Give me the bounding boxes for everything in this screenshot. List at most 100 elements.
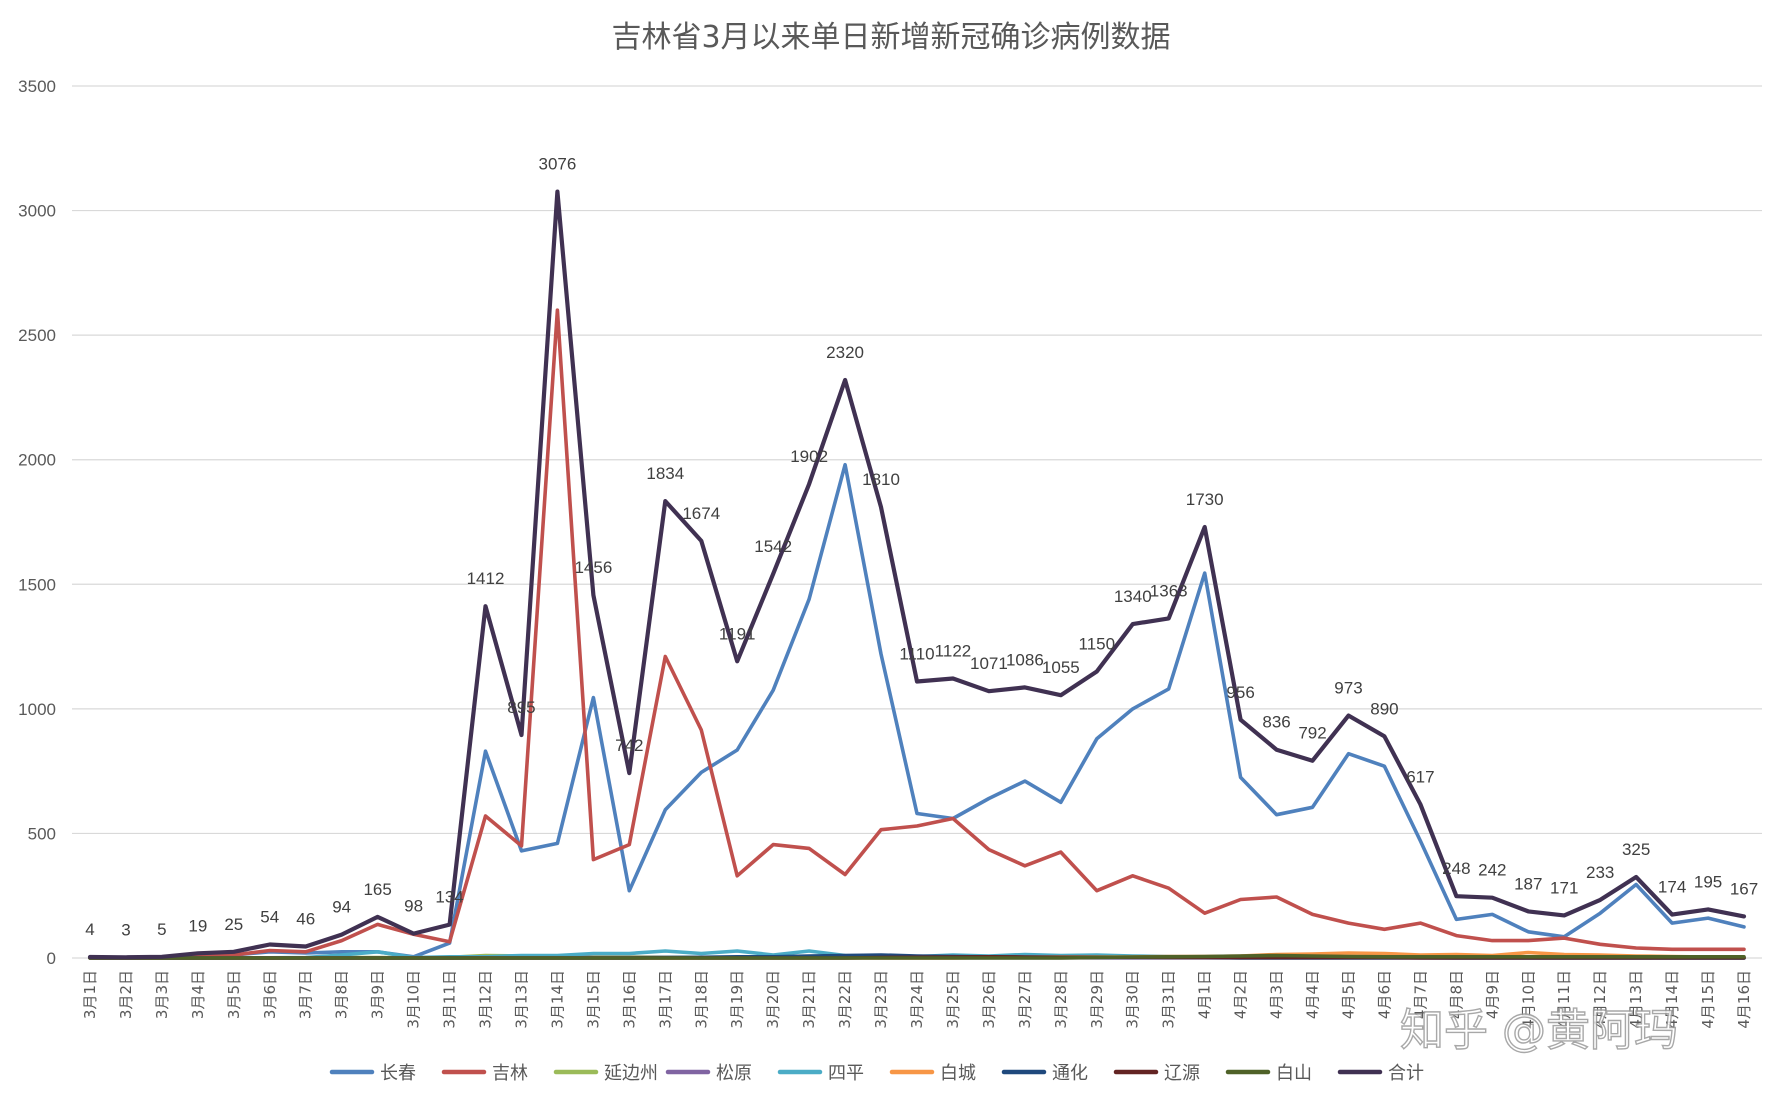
watermark: 知乎 @黄阿玛 bbox=[1400, 1005, 1678, 1056]
data-labels: 4 3 5 19 25 54 46 94 165 98 134 1412 895 3076 1456 742 1… bbox=[85, 155, 1758, 940]
series-line-9 bbox=[87, 189, 1747, 960]
data-label: 1071 bbox=[970, 654, 1008, 673]
x-tick-label: 3月16日 bbox=[620, 970, 638, 1029]
x-tick-label: 3月1日 bbox=[81, 970, 99, 1019]
x-tick-label: 3月8日 bbox=[333, 970, 351, 1019]
legend: 长春 吉林 延边州 松原 四平 白城 通化 辽源 白山 合计 bbox=[329, 1063, 1424, 1084]
x-axis-ticks: 3月1日 3月2日 3月3日 3月4日 3月5日 3月6日 3月7日 3月8日 3月9日 3月10… bbox=[81, 970, 1753, 1029]
x-tick-label: 3月14日 bbox=[548, 970, 566, 1029]
x-tick-label: 3月2日 bbox=[117, 970, 135, 1019]
x-tick-label: 3月10日 bbox=[405, 970, 423, 1029]
data-label: 46 bbox=[296, 910, 315, 929]
data-label: 94 bbox=[332, 898, 351, 917]
x-tick-label: 3月9日 bbox=[369, 970, 387, 1019]
x-tick-label: 3月17日 bbox=[656, 970, 674, 1029]
chart-title: 吉林省3月以来单日新增新冠确诊病例数据 bbox=[611, 20, 1170, 55]
x-tick-label: 4月12日 bbox=[1591, 970, 1609, 1029]
data-label: 134 bbox=[435, 888, 463, 907]
data-label: 195 bbox=[1694, 872, 1722, 891]
data-label: 890 bbox=[1370, 699, 1398, 718]
x-tick-label: 4月5日 bbox=[1339, 970, 1357, 1019]
data-label: 174 bbox=[1658, 878, 1686, 897]
data-label: 25 bbox=[224, 915, 243, 934]
y-tick-label: 0 bbox=[47, 949, 56, 968]
y-tick-label: 2000 bbox=[18, 451, 56, 470]
x-tick-label: 3月18日 bbox=[692, 970, 710, 1029]
x-tick-label: 4月15日 bbox=[1699, 970, 1717, 1029]
x-tick-label: 3月7日 bbox=[297, 970, 315, 1019]
data-label: 836 bbox=[1262, 713, 1290, 732]
x-tick-label: 4月10日 bbox=[1519, 970, 1537, 1029]
data-label: 5 bbox=[157, 920, 166, 939]
data-label: 1086 bbox=[1006, 650, 1044, 669]
data-label: 2320 bbox=[826, 343, 864, 362]
data-label: 1055 bbox=[1042, 658, 1080, 677]
x-tick-label: 3月19日 bbox=[728, 970, 746, 1029]
data-label: 617 bbox=[1406, 767, 1434, 786]
x-tick-label: 3月23日 bbox=[872, 970, 890, 1029]
data-label: 233 bbox=[1586, 863, 1614, 882]
x-tick-label: 3月21日 bbox=[800, 970, 818, 1029]
legend-label: 长春 bbox=[380, 1063, 416, 1084]
data-label: 98 bbox=[404, 897, 423, 916]
data-label: 19 bbox=[188, 916, 207, 935]
data-label: 325 bbox=[1622, 840, 1650, 859]
legend-label: 合计 bbox=[1388, 1063, 1424, 1084]
y-tick-label: 1500 bbox=[18, 575, 56, 594]
series-line-1 bbox=[88, 308, 1746, 960]
data-label: 165 bbox=[363, 880, 391, 899]
legend-label: 通化 bbox=[1052, 1063, 1088, 1084]
data-label: 248 bbox=[1442, 859, 1470, 878]
x-tick-label: 3月27日 bbox=[1016, 970, 1034, 1029]
y-tick-label: 3500 bbox=[18, 77, 56, 96]
x-tick-label: 3月28日 bbox=[1052, 970, 1070, 1029]
data-label: 1674 bbox=[682, 504, 720, 523]
y-axis-ticks: 0 500 1000 1500 2000 2500 3000 3500 bbox=[18, 77, 56, 968]
x-tick-label: 3月29日 bbox=[1088, 970, 1106, 1029]
data-label: 1340 bbox=[1114, 587, 1152, 606]
x-tick-label: 4月13日 bbox=[1627, 970, 1645, 1029]
data-label: 1150 bbox=[1079, 634, 1116, 653]
x-tick-label: 4月4日 bbox=[1304, 970, 1322, 1019]
data-label: 1110 bbox=[899, 644, 934, 663]
x-tick-label: 3月12日 bbox=[477, 970, 495, 1029]
legend-label: 白山 bbox=[1276, 1063, 1312, 1084]
data-label: 1542 bbox=[754, 537, 792, 556]
legend-label: 白城 bbox=[940, 1063, 976, 1084]
y-tick-label: 500 bbox=[28, 824, 56, 843]
x-tick-label: 4月8日 bbox=[1447, 970, 1465, 1019]
x-tick-label: 3月13日 bbox=[512, 970, 530, 1029]
data-label: 1834 bbox=[646, 464, 684, 483]
y-tick-label: 3000 bbox=[18, 202, 56, 221]
legend-label: 延边州 bbox=[604, 1063, 658, 1084]
x-tick-label: 3月30日 bbox=[1124, 970, 1142, 1029]
data-label: 1363 bbox=[1150, 581, 1188, 600]
x-tick-label: 4月16日 bbox=[1735, 970, 1753, 1029]
gridlines bbox=[72, 85, 1762, 959]
x-tick-label: 3月24日 bbox=[908, 970, 926, 1029]
data-label: 3 bbox=[121, 920, 130, 939]
x-tick-label: 3月5日 bbox=[225, 970, 243, 1019]
data-label: 895 bbox=[507, 698, 535, 717]
x-tick-label: 3月11日 bbox=[441, 970, 459, 1029]
legend-label: 吉林 bbox=[492, 1063, 528, 1084]
data-label: 4 bbox=[85, 920, 94, 939]
data-label: 1810 bbox=[862, 470, 900, 489]
series-lines bbox=[87, 189, 1747, 960]
x-tick-label: 3月20日 bbox=[764, 970, 782, 1029]
data-label: 973 bbox=[1334, 679, 1362, 698]
data-label: 54 bbox=[260, 908, 279, 927]
data-label: 242 bbox=[1478, 861, 1506, 880]
data-label: 792 bbox=[1298, 724, 1326, 743]
x-tick-label: 3月15日 bbox=[584, 970, 602, 1029]
legend-label: 辽源 bbox=[1164, 1063, 1200, 1084]
y-tick-label: 2500 bbox=[18, 326, 56, 345]
series-line-8 bbox=[88, 953, 1746, 960]
data-label: 1902 bbox=[790, 447, 828, 466]
y-tick-label: 1000 bbox=[18, 700, 56, 719]
data-label: 3076 bbox=[539, 155, 577, 174]
data-label: 956 bbox=[1226, 683, 1254, 702]
x-tick-label: 4月11日 bbox=[1555, 970, 1573, 1029]
